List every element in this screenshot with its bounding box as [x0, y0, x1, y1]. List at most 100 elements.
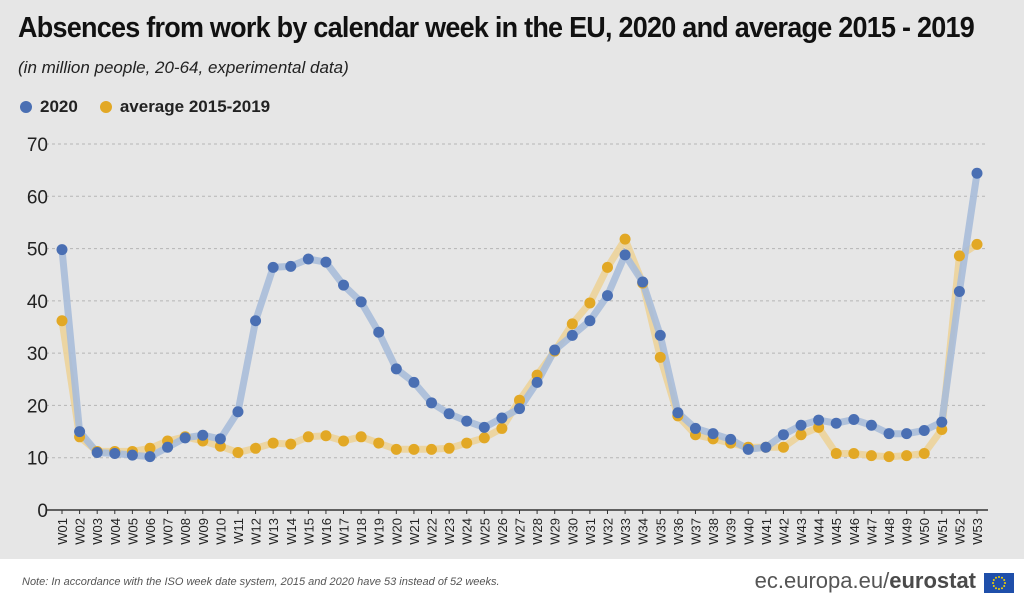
- point-average-W43: [795, 429, 807, 441]
- point-2020-W24: [461, 415, 473, 427]
- point-2020-W04: [109, 448, 121, 460]
- eurostat-brand[interactable]: ec.europa.eu/eurostat: [755, 568, 976, 594]
- chart-subtitle: (in million people, 20-64, experimental …: [18, 58, 349, 77]
- point-2020-W29: [549, 344, 561, 356]
- legend-dot-average: [99, 101, 112, 113]
- x-tick-label-W51: W51: [935, 518, 950, 545]
- x-tick-label-W34: W34: [636, 518, 651, 545]
- point-2020-W09: [197, 429, 209, 441]
- point-2020-W38: [707, 428, 719, 440]
- x-tick-label-W20: W20: [389, 518, 404, 545]
- point-2020-W06: [144, 451, 156, 463]
- point-2020-W25: [478, 421, 490, 433]
- point-2020-W05: [126, 449, 138, 461]
- point-average-W48: [883, 451, 895, 463]
- x-tick-label-W11: W11: [231, 518, 246, 544]
- x-tick-label-W10: W10: [213, 518, 228, 545]
- y-tick-label-0: 0: [37, 501, 48, 522]
- chart-title: Absences from work by calendar week in t…: [18, 12, 975, 44]
- point-2020-W26: [496, 412, 508, 424]
- point-2020-W35: [654, 329, 666, 341]
- point-2020-W41: [760, 441, 772, 453]
- point-2020-W28: [531, 376, 543, 388]
- point-average-W16: [320, 430, 332, 442]
- point-average-W32: [601, 261, 613, 273]
- x-tick-label-W48: W48: [882, 518, 897, 545]
- x-tick-label-W39: W39: [724, 518, 739, 545]
- x-tick-label-W46: W46: [847, 518, 862, 545]
- legend-item-2020[interactable]: 2020: [20, 97, 78, 117]
- point-2020-W50: [918, 425, 930, 437]
- point-2020-W47: [865, 419, 877, 431]
- footer: Note: In accordance with the ISO week da…: [0, 559, 1024, 605]
- point-2020-W40: [742, 443, 754, 455]
- x-tick-label-W03: W03: [90, 518, 105, 545]
- x-tick-label-W26: W26: [495, 518, 510, 545]
- point-2020-W49: [901, 428, 913, 440]
- point-2020-W14: [285, 260, 297, 272]
- brand-name: eurostat: [889, 568, 976, 593]
- x-tick-label-W32: W32: [600, 518, 615, 545]
- point-average-W11: [232, 446, 244, 458]
- point-2020-W33: [619, 249, 631, 261]
- brand-domain: ec.europa.eu/: [754, 568, 890, 593]
- x-tick-label-W21: W21: [407, 518, 422, 545]
- point-2020-W23: [443, 408, 455, 420]
- point-average-W35: [654, 351, 666, 363]
- x-tick-label-W44: W44: [812, 518, 827, 545]
- point-average-W24: [461, 437, 473, 449]
- point-average-W13: [267, 437, 279, 449]
- point-2020-W10: [214, 433, 226, 445]
- x-tick-label-W28: W28: [530, 518, 545, 545]
- y-tick-label-60: 60: [27, 187, 48, 208]
- x-tick-label-W45: W45: [829, 518, 844, 545]
- x-tick-label-W15: W15: [301, 518, 316, 545]
- point-2020-W20: [390, 363, 402, 375]
- point-2020-W18: [355, 296, 367, 308]
- x-tick-label-W33: W33: [618, 518, 633, 545]
- x-tick-label-W12: W12: [249, 518, 264, 545]
- x-tick-label-W37: W37: [688, 518, 703, 545]
- point-average-W30: [566, 318, 578, 330]
- point-average-W17: [338, 435, 350, 447]
- point-average-W53: [971, 238, 983, 250]
- x-tick-label-W01: W01: [55, 518, 70, 545]
- point-2020-W45: [830, 417, 842, 429]
- point-2020-W15: [302, 253, 314, 265]
- point-2020-W16: [320, 256, 332, 268]
- point-2020-W31: [584, 315, 596, 327]
- x-tick-label-W25: W25: [477, 518, 492, 545]
- x-tick-label-W40: W40: [741, 518, 756, 545]
- point-average-W25: [478, 432, 490, 444]
- x-tick-label-W50: W50: [917, 518, 932, 545]
- legend-dot-2020: [20, 101, 32, 113]
- point-2020-W32: [601, 290, 613, 302]
- legend-item-average[interactable]: average 2015-2019: [99, 97, 271, 117]
- point-average-W19: [373, 437, 385, 449]
- point-2020-W08: [179, 432, 191, 444]
- legend-label-average: average 2015-2019: [119, 97, 271, 116]
- point-2020-W02: [74, 426, 86, 438]
- x-tick-label-W27: W27: [513, 518, 528, 545]
- point-2020-W53: [971, 167, 983, 179]
- x-tick-label-W07: W07: [161, 518, 176, 545]
- x-tick-label-W42: W42: [776, 518, 791, 545]
- x-tick-label-W29: W29: [548, 518, 563, 545]
- x-tick-label-W19: W19: [372, 518, 387, 545]
- x-tick-label-W31: W31: [583, 518, 598, 545]
- point-average-W15: [302, 431, 314, 443]
- y-tick-label-50: 50: [27, 240, 48, 261]
- point-average-W12: [250, 442, 262, 454]
- y-tick-label-40: 40: [27, 292, 48, 313]
- x-tick-label-W38: W38: [706, 518, 721, 545]
- point-2020-W48: [883, 428, 895, 440]
- point-2020-W52: [953, 285, 965, 297]
- y-tick-label-30: 30: [27, 344, 48, 365]
- point-2020-W39: [725, 433, 737, 445]
- point-2020-W30: [566, 329, 578, 341]
- x-tick-label-W08: W08: [178, 518, 193, 545]
- x-tick-label-W02: W02: [73, 518, 88, 545]
- point-average-W22: [426, 443, 438, 455]
- point-average-W52: [953, 250, 965, 262]
